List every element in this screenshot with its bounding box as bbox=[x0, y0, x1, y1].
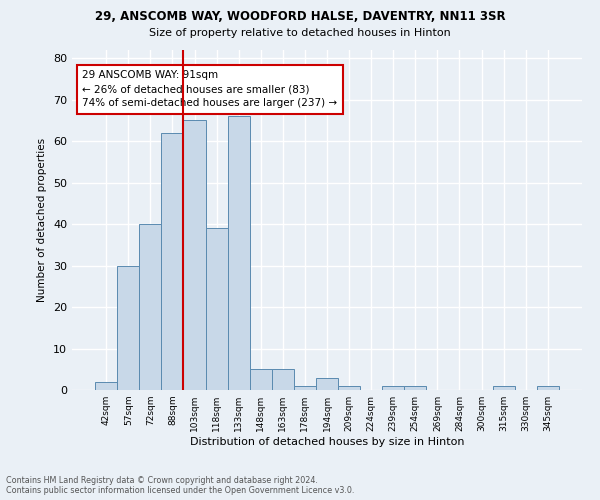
Y-axis label: Number of detached properties: Number of detached properties bbox=[37, 138, 47, 302]
Bar bbox=[250, 370, 272, 390]
Bar bbox=[161, 133, 184, 390]
Text: Contains HM Land Registry data © Crown copyright and database right 2024.
Contai: Contains HM Land Registry data © Crown c… bbox=[6, 476, 355, 495]
Bar bbox=[206, 228, 227, 390]
Bar bbox=[117, 266, 139, 390]
Bar bbox=[404, 386, 427, 390]
Bar bbox=[227, 116, 250, 390]
X-axis label: Distribution of detached houses by size in Hinton: Distribution of detached houses by size … bbox=[190, 437, 464, 447]
Bar bbox=[95, 382, 117, 390]
Bar bbox=[316, 378, 338, 390]
Bar bbox=[493, 386, 515, 390]
Bar bbox=[272, 370, 294, 390]
Text: Size of property relative to detached houses in Hinton: Size of property relative to detached ho… bbox=[149, 28, 451, 38]
Text: 29, ANSCOMB WAY, WOODFORD HALSE, DAVENTRY, NN11 3SR: 29, ANSCOMB WAY, WOODFORD HALSE, DAVENTR… bbox=[95, 10, 505, 23]
Bar bbox=[184, 120, 206, 390]
Bar bbox=[338, 386, 360, 390]
Bar bbox=[382, 386, 404, 390]
Bar bbox=[537, 386, 559, 390]
Bar bbox=[139, 224, 161, 390]
Bar bbox=[294, 386, 316, 390]
Text: 29 ANSCOMB WAY: 91sqm
← 26% of detached houses are smaller (83)
74% of semi-deta: 29 ANSCOMB WAY: 91sqm ← 26% of detached … bbox=[82, 70, 337, 108]
